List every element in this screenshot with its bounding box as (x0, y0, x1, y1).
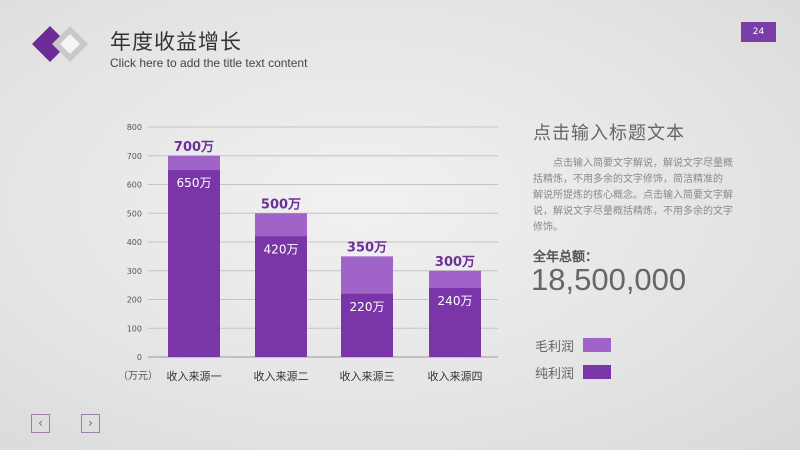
y-tick-label: 700 (127, 152, 142, 161)
y-tick-label: 200 (127, 296, 142, 305)
y-tick-label: 100 (127, 324, 142, 333)
chart-data-labels: 700万 650万 500万 420万 350万 220万 300万 240万 (174, 140, 475, 314)
x-tick-label: 收入来源二 (254, 369, 309, 383)
chart-bars (168, 155, 481, 357)
legend-item-net-profit: 纯利润 (535, 363, 635, 382)
legend-label: 毛利润 (535, 340, 575, 355)
data-label-net-profit: 220万 (350, 300, 385, 314)
y-tick-label: 300 (127, 267, 142, 276)
data-label-net-profit: 650万 (177, 176, 212, 190)
side-heading: 点击输入标题文本 (533, 123, 685, 144)
y-tick-label: 0 (137, 353, 142, 362)
total-label: 全年总额： (533, 250, 599, 265)
x-tick-label: 收入来源三 (340, 369, 395, 383)
bar-net-profit (429, 288, 481, 357)
x-tick-label: 收入来源四 (428, 369, 483, 383)
side-description: 点击输入简要文字解说，解说文字尽量概括精炼，不用多余的文字修饰，简洁精准的 解说… (533, 158, 733, 233)
data-label-net-profit: 420万 (264, 242, 299, 256)
next-slide-button[interactable]: › (81, 414, 100, 433)
y-tick-label: 500 (127, 209, 142, 218)
brand-logo (30, 24, 96, 64)
page-subtitle: Click here to add the title text content (110, 56, 308, 70)
bar-net-profit (341, 293, 393, 357)
y-tick-label: 600 (127, 181, 142, 190)
data-label-gross-profit: 500万 (261, 197, 301, 212)
total-value: 18,500,000 (531, 262, 687, 297)
y-axis-ticks: 0 100 200 300 400 500 600 700 800 (127, 123, 142, 362)
y-tick-label: 800 (127, 123, 142, 132)
legend-label: 纯利润 (535, 367, 575, 382)
page-number-badge: 24 (741, 22, 776, 42)
prev-slide-button[interactable]: ‹ (31, 414, 50, 433)
data-label-gross-profit: 300万 (435, 255, 475, 270)
data-label-gross-profit: 350万 (347, 240, 387, 255)
legend-swatch (583, 338, 611, 352)
data-label-gross-profit: 700万 (174, 140, 214, 155)
legend-item-gross-profit: 毛利润 (535, 336, 635, 355)
x-axis-ticks: 收入来源一 收入来源二 收入来源三 收入来源四 (167, 369, 483, 383)
bar-net-profit (255, 236, 307, 357)
y-tick-label: 400 (127, 238, 142, 247)
data-label-net-profit: 240万 (438, 294, 473, 308)
bar-net-profit (168, 170, 220, 357)
page-title: 年度收益增长 (110, 30, 242, 54)
x-tick-label: 收入来源一 (167, 369, 222, 383)
legend-swatch (583, 365, 611, 379)
y-axis-unit: （万元） (118, 370, 158, 382)
